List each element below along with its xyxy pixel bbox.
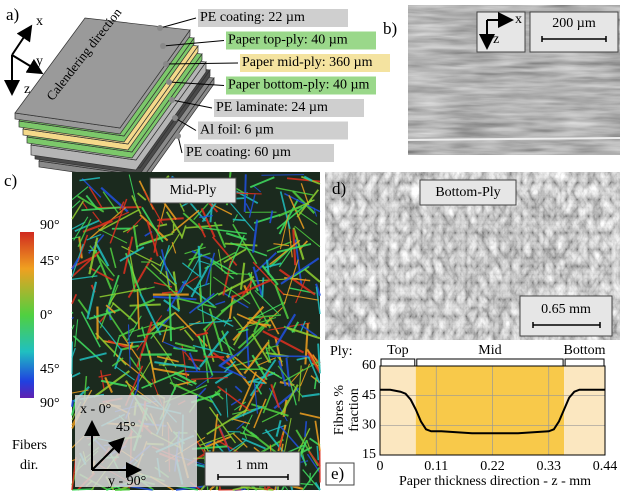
panel-e: Ply: Fibres % fraction Paper thickness d… <box>326 343 617 489</box>
scale-label: 200 µm <box>552 16 596 31</box>
layer-label: Al foil: 6 µm <box>200 123 274 138</box>
fiber <box>236 193 261 194</box>
panel-label: c) <box>4 171 17 190</box>
axis-label: y <box>36 54 43 69</box>
panel-c: c) 90° 45° 0° 45° 90° Fibers dir. Mid-Pl… <box>4 171 320 490</box>
layer-label: Paper mid-ply: 360 µm <box>242 55 373 70</box>
inset-label: x - 0° <box>80 402 111 417</box>
leader-dot <box>160 43 166 49</box>
leader-dot <box>157 25 163 31</box>
y-tick-label: 60 <box>362 358 376 373</box>
x-tick-label: 0.22 <box>480 459 505 474</box>
x-tick-label: 0 <box>377 459 384 474</box>
axis-label: x <box>515 12 522 27</box>
layer-label: PE laminate: 24 µm <box>216 100 328 115</box>
ply-name: Bottom <box>564 343 606 358</box>
inset-label: 45° <box>116 420 136 435</box>
x-tick-label: 0.11 <box>424 459 448 474</box>
colorbar <box>20 232 34 398</box>
y-tick-label: 45 <box>362 388 376 403</box>
leader-dot <box>172 115 178 121</box>
colorbar-label: 45° <box>40 362 60 377</box>
y-tick-label: 15 <box>362 447 376 462</box>
fiber <box>115 489 130 490</box>
image-title: Bottom-Ply <box>435 185 500 200</box>
leader-line <box>160 18 196 28</box>
colorbar-label: 45° <box>40 254 60 269</box>
leader-dot <box>163 61 169 67</box>
panel-label: d) <box>332 179 346 198</box>
ply-name: Top <box>387 343 409 358</box>
ply-bracket <box>565 359 604 366</box>
ply-bracket <box>417 359 563 366</box>
x-axis-label: Paper thickness direction - z - mm <box>399 474 591 489</box>
x-tick-label: 0.33 <box>537 459 562 474</box>
y-axis-label: fraction <box>347 388 362 432</box>
axis-label: z <box>493 32 499 47</box>
leader-dot <box>175 133 181 139</box>
scale-label: 0.65 mm <box>541 302 591 317</box>
panel-b: b) x z 200 µm <box>383 5 620 155</box>
ply-region <box>416 366 564 455</box>
fiber <box>233 219 246 220</box>
layer-label: Paper top-ply: 40 µm <box>228 33 348 48</box>
axis-arrow <box>12 28 30 55</box>
layer-label: PE coating: 60 µm <box>186 145 291 160</box>
inset-label: y - 90° <box>108 474 146 489</box>
ply-name: Mid <box>478 343 501 358</box>
ply-bracket <box>381 359 415 366</box>
axis-label: x <box>36 14 43 29</box>
colorbar-label: 0° <box>40 308 53 323</box>
colorbar-title: dir. <box>20 458 38 473</box>
colorbar-title: Fibers <box>12 438 47 453</box>
fiber <box>262 278 263 298</box>
fiber <box>72 312 73 313</box>
layer-label: PE coating: 22 µm <box>200 10 305 25</box>
panel-label: e) <box>331 464 344 483</box>
y-tick-label: 30 <box>362 418 376 433</box>
layer-label: Paper bottom-ply: 40 µm <box>228 78 370 93</box>
panel-label: a) <box>6 5 19 24</box>
colorbar-label: 90° <box>40 396 60 411</box>
fiber <box>261 175 304 176</box>
ply-region <box>380 366 416 455</box>
ply-label: Ply: <box>330 344 353 359</box>
fiber <box>269 340 270 352</box>
fiber <box>72 400 73 407</box>
panel-d: d) Bottom-Ply 0.65 mm <box>325 172 620 340</box>
colorbar-label: 90° <box>40 218 60 233</box>
ply-region <box>564 366 605 455</box>
image-title: Mid-Ply <box>170 183 217 198</box>
layer-stack: Calendering directionPE coating: 22 µmPa… <box>15 5 390 182</box>
x-tick-label: 0.44 <box>593 459 618 474</box>
panel-label: b) <box>383 19 397 38</box>
y-axis-label: Fibres % <box>332 385 347 436</box>
figure: a) x y z Calendering directionPE coating… <box>0 0 627 492</box>
scale-label: 1 mm <box>236 458 268 473</box>
leader-dot <box>166 79 172 85</box>
leader-dot <box>169 97 175 103</box>
